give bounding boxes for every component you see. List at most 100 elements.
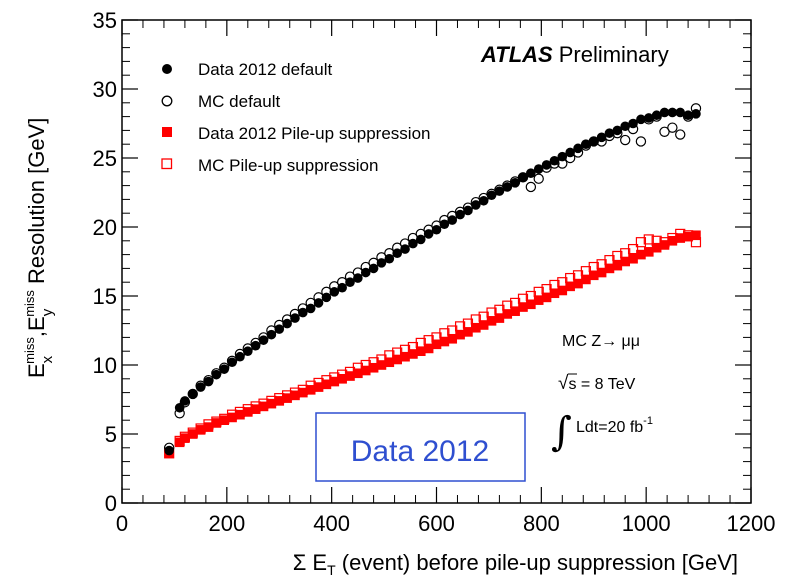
data-point: [313, 377, 324, 389]
data-point: [572, 147, 584, 158]
data-point: [392, 354, 402, 365]
data-point: [439, 336, 450, 347]
x-title-sub: T: [327, 562, 336, 578]
data-point: [289, 308, 301, 320]
data-point: [180, 433, 190, 443]
data-point: [282, 390, 293, 401]
data-point: [352, 267, 364, 278]
sqrt-s-var: s: [568, 376, 576, 393]
data-point: [667, 236, 678, 246]
legend-marker-mc-default: [161, 95, 173, 107]
data-point: [518, 172, 528, 183]
data-point: [471, 200, 481, 210]
legend-marker-data-default: [162, 64, 172, 74]
series-open-circle: [163, 103, 702, 453]
data-point: [478, 195, 489, 206]
data-point: [415, 228, 426, 240]
data-point: [683, 231, 693, 242]
data-point: [588, 261, 599, 273]
data-point: [659, 126, 670, 137]
data-point: [274, 319, 285, 331]
y-title-x-sub: x: [39, 355, 56, 363]
data-point: [195, 380, 206, 391]
data-point: [353, 368, 363, 379]
data-point: [384, 253, 395, 264]
data-point: [313, 298, 324, 308]
data-point: [242, 343, 253, 354]
data-point: [203, 422, 214, 432]
process-prefix: MC Z: [562, 333, 601, 350]
data-point: [368, 357, 379, 368]
data-point: [502, 180, 513, 191]
data-point: [281, 314, 293, 325]
data-point: [360, 267, 371, 278]
legend-label-mc-default: MC default: [198, 92, 280, 111]
x-tick-label: 400: [313, 511, 350, 536]
data-point: [352, 362, 363, 373]
data-point: [235, 351, 245, 362]
y-axis: 0 5 10 15 20 25 30 35: [93, 8, 751, 516]
data-point: [163, 442, 175, 453]
data-point: [290, 390, 300, 401]
process-arrow: →: [601, 333, 617, 350]
data-point: [415, 234, 426, 245]
data-point: [353, 273, 363, 283]
data-point: [682, 230, 694, 241]
data-point: [509, 176, 521, 187]
data-point: [174, 408, 185, 419]
data-point: [612, 127, 623, 139]
x-title-rest: (event) before pile-up suppression [GeV]: [336, 550, 738, 575]
data-point: [580, 140, 592, 151]
data-point: [517, 172, 529, 183]
data-point: [376, 258, 387, 268]
data-point: [517, 293, 529, 304]
y-title-sep: ,E: [24, 316, 49, 337]
data-point: [628, 253, 638, 264]
data-point: [336, 277, 348, 288]
data-point: [243, 407, 253, 417]
data-point: [502, 300, 513, 311]
x-tick-label: 0: [116, 511, 128, 536]
x-tick-label: 800: [523, 511, 560, 536]
series-filled-circle: [164, 107, 701, 456]
data-point: [164, 445, 174, 456]
data-point: [549, 158, 560, 169]
x-tick-label: 1000: [622, 511, 671, 536]
data-point: [486, 188, 497, 200]
data-point: [392, 248, 402, 259]
data-point: [360, 365, 371, 376]
data-point: [305, 380, 316, 391]
data-point: [478, 192, 489, 204]
data-point: [627, 243, 639, 255]
data-point: [274, 393, 285, 404]
data-point: [549, 155, 560, 166]
data-point: [360, 359, 371, 371]
data-point: [282, 393, 292, 403]
data-point: [541, 292, 552, 303]
sqrt-s-rest: = 8 TeV: [576, 376, 635, 393]
data-point: [321, 292, 332, 303]
data-point: [439, 328, 450, 339]
data-point: [227, 412, 237, 423]
data-point: [187, 388, 198, 400]
data-point: [234, 406, 246, 418]
data-point: [549, 288, 560, 299]
data-point: [494, 313, 505, 323]
data-point: [494, 184, 505, 195]
data-point: [557, 158, 568, 169]
data-point: [392, 347, 403, 358]
data-point: [470, 196, 482, 208]
data-point: [604, 263, 615, 274]
data-point: [565, 147, 575, 158]
data-point: [234, 348, 246, 360]
data-point: [423, 335, 434, 346]
data-point: [179, 397, 191, 408]
data-point: [399, 344, 411, 355]
data-point: [526, 299, 536, 310]
data-point: [620, 256, 630, 267]
data-point: [344, 271, 356, 282]
legend-marker-data-pileup: [162, 127, 172, 137]
data-point: [565, 272, 576, 284]
data-point: [667, 122, 678, 133]
data-point: [691, 109, 701, 119]
